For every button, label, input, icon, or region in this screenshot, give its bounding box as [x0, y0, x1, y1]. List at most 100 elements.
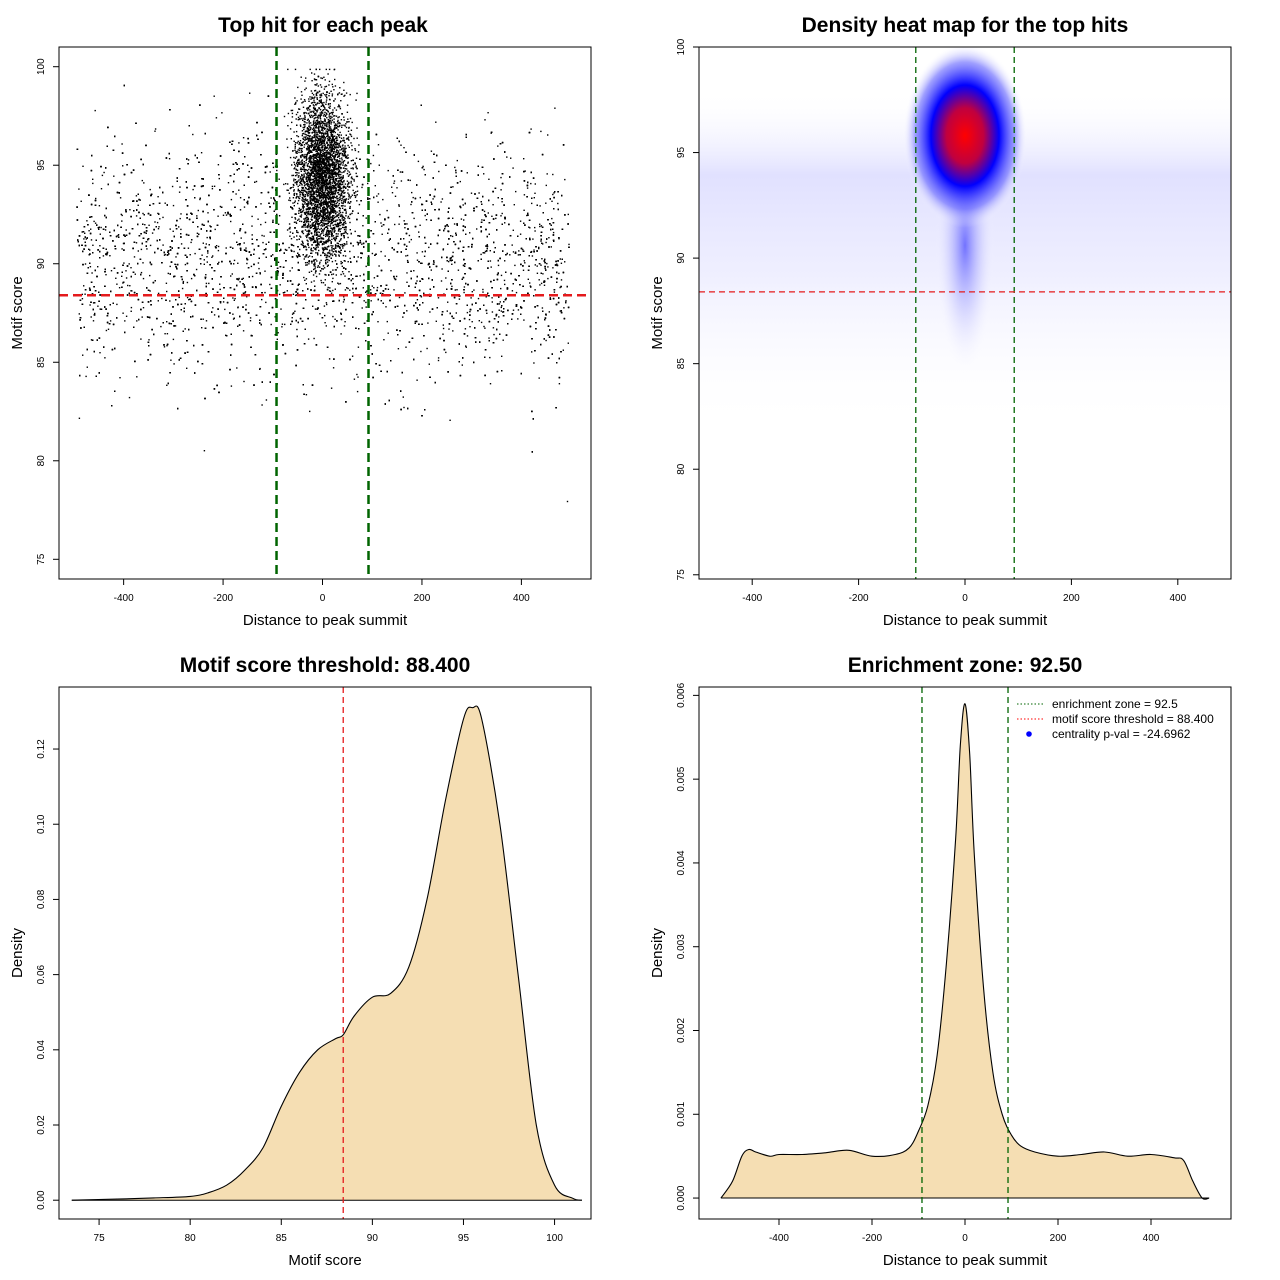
- scatter-point: [298, 218, 300, 220]
- scatter-point: [377, 144, 380, 146]
- scatter-point: [225, 247, 227, 249]
- scatter-point: [554, 107, 556, 109]
- scatter-point: [160, 325, 162, 328]
- scatter-point: [480, 253, 482, 256]
- scatter-point: [416, 379, 418, 381]
- scatter-point: [161, 297, 163, 300]
- scatter-point: [81, 298, 84, 300]
- scatter-point: [172, 338, 175, 341]
- scatter-point: [560, 279, 563, 281]
- scatter-point: [205, 282, 208, 285]
- scatter-point: [396, 137, 398, 139]
- scatter-point: [547, 134, 549, 136]
- scatter-point: [230, 198, 233, 201]
- scatter-point: [243, 380, 245, 383]
- scatter-point: [260, 203, 262, 205]
- scatter-point: [307, 338, 310, 340]
- scatter-point: [401, 371, 403, 374]
- scatter-point: [541, 307, 544, 309]
- scatter-point: [93, 220, 95, 223]
- scatter-point: [316, 252, 319, 254]
- scatter-point: [557, 202, 559, 205]
- scatter-point: [551, 200, 553, 202]
- scatter-point: [495, 217, 497, 220]
- scatter-point: [121, 275, 123, 277]
- scatter-point: [201, 327, 203, 329]
- scatter-point: [350, 180, 352, 183]
- scatter-point: [151, 328, 153, 331]
- scatter-point: [298, 210, 300, 212]
- scatter-point: [371, 252, 374, 255]
- scatter-point: [356, 390, 359, 393]
- scatter-point: [483, 210, 486, 213]
- scatter-point: [92, 244, 94, 246]
- scatter-point: [325, 325, 327, 327]
- scatter-point: [387, 288, 390, 290]
- scatter-point: [78, 313, 80, 315]
- scatter-point: [149, 274, 151, 277]
- scatter-point: [423, 168, 425, 171]
- scatter-point: [548, 237, 550, 239]
- scatter-point: [106, 145, 108, 147]
- scatter-point: [538, 279, 540, 281]
- scatter-point: [438, 170, 440, 173]
- scatter-point: [292, 244, 295, 247]
- scatter-point: [203, 259, 205, 261]
- scatter-point: [151, 232, 154, 234]
- scatter-point: [478, 320, 480, 322]
- scatter-point: [420, 350, 422, 353]
- scatter-point: [504, 260, 506, 262]
- scatter-point: [116, 283, 118, 285]
- scatter-point: [342, 232, 344, 235]
- scatter-point: [501, 201, 503, 203]
- scatter-point: [91, 272, 93, 274]
- scatter-point: [233, 259, 236, 262]
- scatter-point: [163, 346, 166, 348]
- scatter-point: [527, 278, 529, 280]
- scatter-point: [162, 244, 164, 246]
- scatter-point: [81, 293, 83, 296]
- scatter-point: [159, 218, 161, 220]
- scatter-point: [296, 328, 298, 331]
- scatter-point: [391, 186, 393, 188]
- scatter-point: [457, 247, 460, 250]
- scatter-point: [484, 119, 486, 121]
- scatter-point: [433, 261, 435, 264]
- scatter-point: [167, 250, 170, 252]
- scatter-point: [541, 226, 544, 228]
- scatter-point: [503, 279, 506, 282]
- scatter-point: [244, 292, 246, 294]
- scatter-point: [180, 213, 182, 215]
- scatter-point: [400, 144, 402, 146]
- scatter-point: [398, 223, 400, 225]
- scatter-point: [157, 196, 159, 198]
- scatter-point: [378, 164, 380, 166]
- scatter-point: [567, 223, 569, 225]
- scatter-point: [376, 286, 379, 289]
- scatter-point: [121, 143, 123, 145]
- scatter-point: [326, 303, 328, 306]
- scatter-point: [466, 172, 468, 174]
- scatter-point: [529, 282, 531, 284]
- scatter-point: [420, 296, 423, 298]
- scatter-point: [414, 320, 416, 323]
- scatter-point: [442, 327, 445, 330]
- scatter-point: [98, 205, 101, 207]
- scatter-point: [544, 267, 546, 270]
- scatter-point: [324, 252, 326, 255]
- scatter-point: [248, 170, 250, 173]
- scatter-point: [121, 214, 123, 217]
- scatter-point: [464, 328, 467, 330]
- scatter-point: [259, 272, 261, 274]
- scatter-point: [233, 299, 235, 301]
- scatter-point: [423, 255, 426, 257]
- scatter-point: [496, 303, 499, 305]
- scatter-point: [445, 351, 447, 354]
- scatter-point: [202, 242, 204, 244]
- scatter-point: [442, 333, 444, 335]
- scatter-point: [534, 183, 536, 185]
- scatter-point: [136, 320, 138, 322]
- scatter-point: [147, 289, 150, 291]
- scatter-point: [224, 308, 226, 311]
- scatter-point: [341, 262, 343, 264]
